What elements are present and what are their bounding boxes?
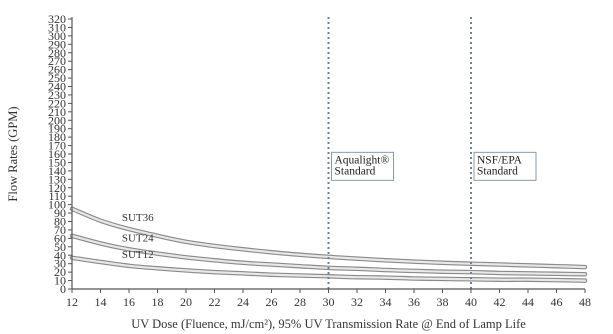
y-tick-label: 110 bbox=[48, 189, 66, 203]
y-tick-label: 310 bbox=[48, 20, 66, 34]
x-tick-label: 24 bbox=[237, 295, 249, 309]
x-tick-label: 46 bbox=[551, 295, 563, 309]
x-tick-label: 34 bbox=[380, 295, 392, 309]
y-tick-label: 300 bbox=[48, 29, 66, 43]
reference-label-box bbox=[331, 151, 394, 181]
y-tick-label: 120 bbox=[48, 181, 66, 195]
x-tick-label: 30 bbox=[323, 295, 335, 309]
x-tick-label: 32 bbox=[351, 295, 363, 309]
y-tick-label: 140 bbox=[48, 164, 66, 178]
x-tick-label: 42 bbox=[494, 295, 506, 309]
series-label: SUT24 bbox=[122, 232, 154, 244]
series-label: SUT36 bbox=[122, 212, 154, 224]
y-axis-title: Flow Rates (GPM) bbox=[6, 106, 20, 201]
series-line bbox=[70, 207, 587, 269]
y-tick-label: 50 bbox=[54, 240, 66, 254]
x-tick-label: 28 bbox=[294, 295, 306, 309]
series-line bbox=[70, 256, 587, 282]
y-tick-label: 290 bbox=[48, 37, 66, 51]
y-tick-label: 250 bbox=[48, 71, 66, 85]
y-tick-label: 230 bbox=[48, 88, 66, 102]
y-tick-label: 260 bbox=[48, 63, 66, 77]
x-tick-label: 22 bbox=[209, 295, 221, 309]
x-tick-label: 36 bbox=[408, 295, 420, 309]
y-tick-label: 10 bbox=[54, 274, 66, 288]
reference-label: Standard bbox=[477, 165, 518, 177]
y-tick-label: 160 bbox=[48, 147, 66, 161]
x-tick-label: 18 bbox=[152, 295, 164, 309]
y-tick-label: 170 bbox=[48, 139, 66, 153]
x-tick-label: 38 bbox=[437, 295, 449, 309]
y-tick-label: 270 bbox=[48, 54, 66, 68]
x-tick-label: 20 bbox=[180, 295, 192, 309]
y-tick-label: 40 bbox=[54, 248, 66, 262]
x-tick-label: 26 bbox=[266, 295, 278, 309]
reference-label: NSF/EPA bbox=[477, 154, 523, 166]
x-axis-title: UV Dose (Fluence, mJ/cm²), 95% UV Transm… bbox=[131, 317, 526, 331]
x-tick-label: 48 bbox=[579, 295, 591, 309]
y-tick-label: 90 bbox=[54, 206, 66, 220]
y-tick-label: 180 bbox=[48, 130, 66, 144]
y-tick-label: 20 bbox=[54, 265, 66, 279]
x-tick-label: 14 bbox=[95, 295, 107, 309]
reference-label: Aqualight® bbox=[335, 154, 390, 166]
y-tick-label: 80 bbox=[54, 215, 66, 229]
reference-label: Standard bbox=[335, 165, 376, 177]
x-tick-label: 12 bbox=[66, 295, 78, 309]
y-tick-label: 100 bbox=[48, 198, 66, 212]
y-tick-label: 220 bbox=[48, 96, 66, 110]
x-tick-label: 44 bbox=[522, 295, 534, 309]
y-tick-label: 60 bbox=[54, 231, 66, 245]
y-tick-label: 210 bbox=[48, 105, 66, 119]
y-tick-label: 30 bbox=[54, 257, 66, 271]
reference-label-box bbox=[473, 151, 537, 181]
y-tick-label: 130 bbox=[48, 172, 66, 186]
y-tick-label: 190 bbox=[48, 122, 66, 136]
x-tick-label: 16 bbox=[123, 295, 135, 309]
y-tick-label: 320 bbox=[48, 12, 66, 26]
y-tick-label: 200 bbox=[48, 113, 66, 127]
y-tick-label: 0 bbox=[60, 282, 66, 296]
y-tick-label: 70 bbox=[54, 223, 66, 237]
series-label: SUT12 bbox=[122, 249, 154, 261]
x-tick-label: 40 bbox=[465, 295, 477, 309]
y-tick-label: 240 bbox=[48, 80, 66, 94]
y-tick-label: 150 bbox=[48, 155, 66, 169]
y-tick-label: 280 bbox=[48, 46, 66, 60]
